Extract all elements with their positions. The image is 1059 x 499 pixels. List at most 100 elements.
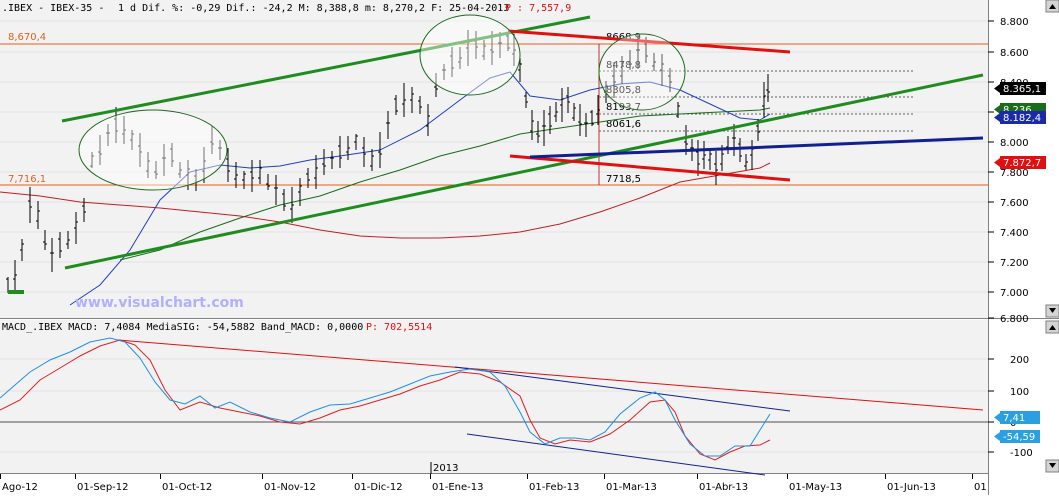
time-axis-label: 01 bbox=[974, 482, 987, 493]
upper-horizontal-label: 8,670,4 bbox=[8, 32, 46, 43]
price-bar bbox=[512, 34, 516, 66]
price-bar bbox=[50, 238, 54, 272]
price-bar bbox=[566, 87, 570, 113]
macd-blue-trendline-upper[interactable] bbox=[454, 366, 791, 412]
year-marker: 2013 bbox=[433, 463, 458, 474]
time-axis-label: 01-Oct-12 bbox=[162, 482, 212, 493]
price-bar bbox=[43, 230, 47, 250]
price-bar bbox=[178, 162, 182, 178]
price-bar bbox=[542, 110, 546, 146]
fib-label: 8305,8 bbox=[606, 85, 641, 96]
price-axis-label: 8.600 bbox=[1000, 48, 1029, 59]
price-bar bbox=[676, 102, 680, 118]
price-bar bbox=[322, 149, 326, 175]
macd-axis-label: -100 bbox=[1010, 448, 1033, 459]
price-bar bbox=[170, 143, 174, 167]
price-bar bbox=[36, 201, 40, 229]
last-value-badge-text: 7.872,7 bbox=[1003, 158, 1041, 169]
price-axis-label: 7.800 bbox=[1000, 168, 1029, 179]
price-bar bbox=[354, 134, 358, 150]
price-bars bbox=[6, 30, 770, 293]
red-channel-upper[interactable] bbox=[507, 29, 791, 54]
price-bar bbox=[258, 160, 262, 184]
time-axis-label: 01-May-13 bbox=[789, 482, 842, 493]
macd-axis-label: 100 bbox=[1010, 387, 1029, 398]
price-bar bbox=[82, 198, 86, 222]
price-bar bbox=[362, 137, 366, 167]
price-bar bbox=[732, 124, 736, 156]
price-bar bbox=[418, 96, 422, 114]
macd-header: MACD_.IBEX MACD: 7,4084 MediaSIG: -54,58… bbox=[2, 322, 363, 333]
fib-label: 8193,7 bbox=[606, 102, 641, 113]
price-bar bbox=[714, 151, 718, 185]
green-channel-upper[interactable] bbox=[61, 15, 591, 123]
price-bar bbox=[226, 148, 230, 182]
price-bar bbox=[530, 110, 534, 140]
price-bar bbox=[20, 239, 24, 261]
price-scroll-up-button[interactable] bbox=[1045, 0, 1059, 13]
green-channel-lower[interactable] bbox=[64, 73, 984, 270]
macd-badges: 7,41 -54,59 bbox=[994, 411, 1040, 443]
last-value-badge-text: 8.365,1 bbox=[1003, 84, 1041, 95]
price-bar bbox=[394, 95, 398, 115]
price-bar bbox=[578, 104, 582, 136]
price-bar bbox=[554, 102, 558, 122]
highlight-ellipse[interactable] bbox=[419, 14, 521, 96]
price-bar bbox=[584, 113, 588, 137]
price-bar bbox=[234, 162, 238, 188]
blue-trendline[interactable] bbox=[529, 136, 984, 159]
price-bar bbox=[442, 64, 446, 80]
price-axis-label: 8.000 bbox=[1000, 138, 1029, 149]
price-bar bbox=[98, 135, 102, 165]
time-axis-label: Ago-12 bbox=[2, 482, 38, 493]
price-header-symbol: .IBEX - IBEX-35 - bbox=[2, 3, 104, 14]
price-scroll-down-button[interactable] bbox=[1045, 304, 1059, 318]
price-bar bbox=[106, 124, 110, 146]
price-bar bbox=[66, 231, 70, 249]
last-value-badge: 8.182,4 bbox=[994, 111, 1046, 124]
macd-signal-line bbox=[0, 339, 771, 461]
price-bar bbox=[660, 54, 664, 86]
price-bar bbox=[524, 92, 528, 108]
price-bar bbox=[536, 121, 540, 143]
macd-red-trendline[interactable] bbox=[117, 339, 984, 411]
price-bar bbox=[58, 232, 62, 258]
price-bar bbox=[314, 155, 318, 189]
price-axis-label: 7.400 bbox=[1000, 228, 1029, 239]
price-bar bbox=[138, 133, 142, 167]
macd-scroll-up-button[interactable] bbox=[1045, 320, 1059, 334]
moving-average-green bbox=[119, 107, 771, 261]
price-bar bbox=[250, 160, 254, 192]
highlight-ellipse[interactable] bbox=[78, 109, 228, 191]
last-value-badge: 7.872,7 bbox=[994, 156, 1046, 169]
macd-blue-trendline-lower[interactable] bbox=[466, 433, 766, 476]
red-channel-lower[interactable] bbox=[509, 154, 791, 182]
highlight-ellipse[interactable] bbox=[598, 33, 686, 111]
chevron-down-icon bbox=[1049, 308, 1056, 313]
price-bar bbox=[620, 56, 624, 84]
price-bar bbox=[596, 95, 600, 125]
price-bar bbox=[274, 175, 278, 205]
price-bar bbox=[738, 138, 742, 162]
macd-value-badge-text: 7,41 bbox=[1003, 413, 1025, 424]
price-bar bbox=[298, 178, 302, 206]
price-bar bbox=[202, 147, 206, 183]
time-axis-label: 01-Ene-13 bbox=[432, 482, 483, 493]
price-axis-label: 7.600 bbox=[1000, 198, 1029, 209]
price-bar bbox=[702, 141, 706, 169]
price-bar bbox=[330, 151, 334, 169]
chevron-up-icon bbox=[1049, 4, 1056, 9]
price-bar bbox=[628, 50, 632, 70]
price-bar bbox=[518, 58, 522, 82]
macd-scroll-down-button[interactable] bbox=[1045, 459, 1059, 473]
price-bar bbox=[450, 47, 454, 77]
price-axis-label: 6.800 bbox=[1000, 314, 1029, 325]
fib-label: 8061,6 bbox=[606, 119, 641, 130]
price-bar bbox=[386, 111, 390, 139]
price-bar bbox=[370, 149, 374, 171]
price-bar bbox=[410, 87, 414, 113]
price-bar bbox=[13, 260, 17, 290]
price-bar bbox=[28, 187, 32, 223]
price-bar bbox=[306, 168, 310, 188]
